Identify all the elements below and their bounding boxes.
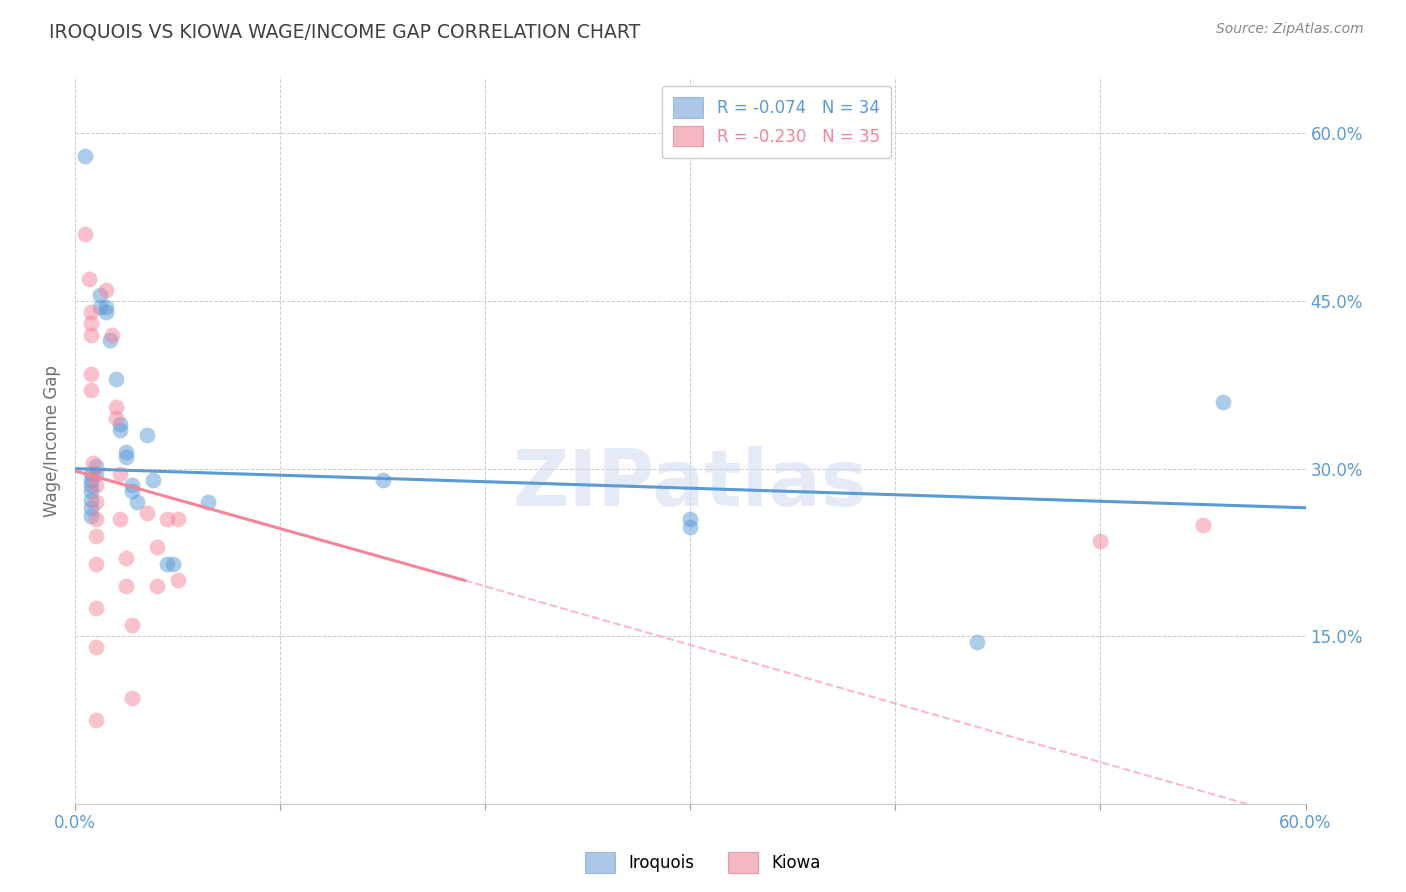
Point: [108, 417, 131, 431]
Point: [84, 601, 107, 615]
Point: [82, 467, 104, 482]
Point: [1192, 517, 1215, 532]
Point: [75, 149, 97, 163]
Point: [80, 367, 103, 381]
Point: [94, 305, 117, 319]
Point: [197, 495, 219, 509]
Point: [80, 384, 103, 398]
Point: [166, 512, 188, 526]
Point: [98, 333, 121, 347]
Point: [108, 423, 131, 437]
Point: [115, 445, 138, 459]
Point: [84, 529, 107, 543]
Point: [156, 512, 179, 526]
Point: [679, 512, 702, 526]
Point: [84, 459, 107, 474]
Point: [108, 467, 131, 482]
Legend: R = -0.074   N = 34, R = -0.230   N = 35: R = -0.074 N = 34, R = -0.230 N = 35: [661, 86, 891, 158]
Point: [80, 508, 103, 523]
Point: [115, 579, 138, 593]
Text: ZIPatlas: ZIPatlas: [513, 446, 868, 523]
Point: [80, 483, 103, 498]
Point: [84, 512, 107, 526]
Point: [146, 579, 169, 593]
Point: [966, 635, 988, 649]
Point: [679, 520, 702, 534]
Point: [115, 551, 138, 566]
Point: [121, 478, 143, 492]
Point: [82, 456, 104, 470]
Point: [162, 557, 184, 571]
Point: [80, 500, 103, 515]
Point: [142, 473, 165, 487]
Point: [1090, 534, 1112, 549]
Point: [84, 495, 107, 509]
Point: [84, 713, 107, 727]
Point: [115, 450, 138, 465]
Point: [79, 271, 101, 285]
Point: [84, 478, 107, 492]
Point: [89, 300, 111, 314]
Point: [80, 478, 103, 492]
Point: [135, 507, 157, 521]
Point: [135, 428, 157, 442]
Point: [105, 411, 128, 425]
Point: [80, 492, 103, 507]
Point: [121, 483, 143, 498]
Point: [80, 327, 103, 342]
Point: [121, 690, 143, 705]
Point: [101, 327, 124, 342]
Text: Source: ZipAtlas.com: Source: ZipAtlas.com: [1216, 22, 1364, 37]
Point: [80, 305, 103, 319]
Point: [156, 557, 179, 571]
Point: [105, 400, 128, 414]
Point: [80, 467, 103, 482]
Point: [108, 512, 131, 526]
Point: [89, 288, 111, 302]
Point: [125, 495, 148, 509]
Point: [84, 467, 107, 482]
Point: [166, 574, 188, 588]
Text: IROQUOIS VS KIOWA WAGE/INCOME GAP CORRELATION CHART: IROQUOIS VS KIOWA WAGE/INCOME GAP CORREL…: [49, 22, 641, 41]
Point: [1212, 394, 1234, 409]
Point: [80, 316, 103, 330]
Legend: Iroquois, Kiowa: Iroquois, Kiowa: [579, 846, 827, 880]
Point: [80, 473, 103, 487]
Point: [94, 300, 117, 314]
Point: [75, 227, 97, 241]
Point: [84, 640, 107, 655]
Point: [146, 540, 169, 554]
Point: [121, 618, 143, 632]
Point: [84, 557, 107, 571]
Point: [371, 473, 394, 487]
Point: [105, 372, 128, 386]
Point: [94, 283, 117, 297]
Y-axis label: Wage/Income Gap: Wage/Income Gap: [44, 365, 60, 516]
